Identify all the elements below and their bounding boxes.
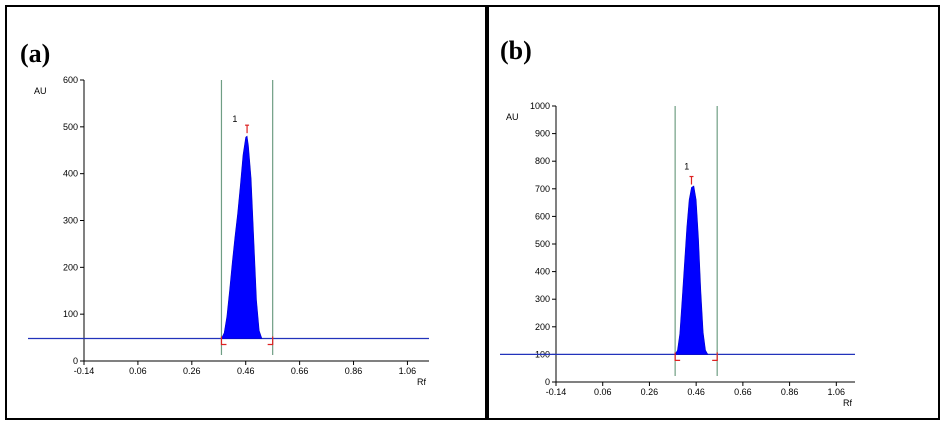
panel-b-label: (b) bbox=[500, 36, 532, 65]
a-x-tick-label: 1.06 bbox=[399, 366, 417, 376]
b-y-tick-label: 0 bbox=[545, 377, 550, 387]
b-peak-label: 1 bbox=[684, 161, 689, 171]
b-x-tick-label: 0.86 bbox=[781, 387, 799, 397]
b-y-tick-label: 700 bbox=[535, 184, 550, 194]
a-y-tick-label: 200 bbox=[63, 262, 78, 272]
a-x-tick-label: -0.14 bbox=[74, 366, 95, 376]
a-peak-area bbox=[220, 135, 263, 339]
a-y-tick-label: 500 bbox=[63, 122, 78, 132]
b-x-tick-label: 0.66 bbox=[734, 387, 752, 397]
b-y-axis-title: AU bbox=[506, 112, 519, 122]
b-x-axis-title: Rf bbox=[843, 398, 852, 408]
a-x-tick-label: 0.26 bbox=[183, 366, 201, 376]
b-y-tick-label: 300 bbox=[535, 294, 550, 304]
b-y-tick-label: 800 bbox=[535, 156, 550, 166]
a-y-axis-title: AU bbox=[34, 86, 47, 96]
b-y-tick-label: 500 bbox=[535, 239, 550, 249]
b-start-marker bbox=[674, 352, 681, 361]
b-y-tick-label: 200 bbox=[535, 322, 550, 332]
panel-a-label: (a) bbox=[20, 39, 50, 68]
a-end-marker bbox=[267, 336, 274, 346]
a-start-marker bbox=[220, 336, 227, 346]
a-y-tick-label: 600 bbox=[63, 75, 78, 85]
a-x-tick-label: 0.06 bbox=[129, 366, 147, 376]
b-x-tick-label: 1.06 bbox=[828, 387, 846, 397]
a-x-axis-title: Rf bbox=[417, 377, 426, 387]
a-y-tick-label: 100 bbox=[63, 309, 78, 319]
b-y-tick-label: 600 bbox=[535, 211, 550, 221]
plot-a: 0 100 200 300 400 500 600 -0.14 0.06 0.26 0.46 0.66… bbox=[28, 75, 429, 387]
panel-b: (b) 01002003004005006007008009001000-0.1… bbox=[487, 5, 940, 420]
b-peak-area bbox=[674, 185, 709, 355]
a-y-tick-label: 0 bbox=[73, 356, 78, 366]
b-y-tick-label: 1000 bbox=[530, 101, 550, 111]
a-x-tick-label: 0.66 bbox=[291, 366, 309, 376]
b-x-tick-label: 0.46 bbox=[687, 387, 705, 397]
a-x-tick-label: 0.46 bbox=[237, 366, 255, 376]
b-x-tick-label: -0.14 bbox=[546, 387, 567, 397]
panel-a-border bbox=[5, 5, 487, 420]
a-y-tick-label: 400 bbox=[63, 169, 78, 179]
a-y-tick-label: 300 bbox=[63, 216, 78, 226]
panel-b-border bbox=[487, 5, 940, 420]
b-y-tick-label: 400 bbox=[535, 267, 550, 277]
panel-a: (a) 0 100 200 300 400 500 600 -0.14 0.06 0.26 0.46… bbox=[5, 5, 487, 420]
b-y-tick-label: 900 bbox=[535, 129, 550, 139]
a-peak-label: 1 bbox=[232, 114, 237, 124]
b-x-tick-label: 0.06 bbox=[594, 387, 612, 397]
b-x-tick-label: 0.26 bbox=[641, 387, 659, 397]
b-end-marker bbox=[712, 352, 718, 361]
a-x-tick-label: 0.86 bbox=[345, 366, 363, 376]
